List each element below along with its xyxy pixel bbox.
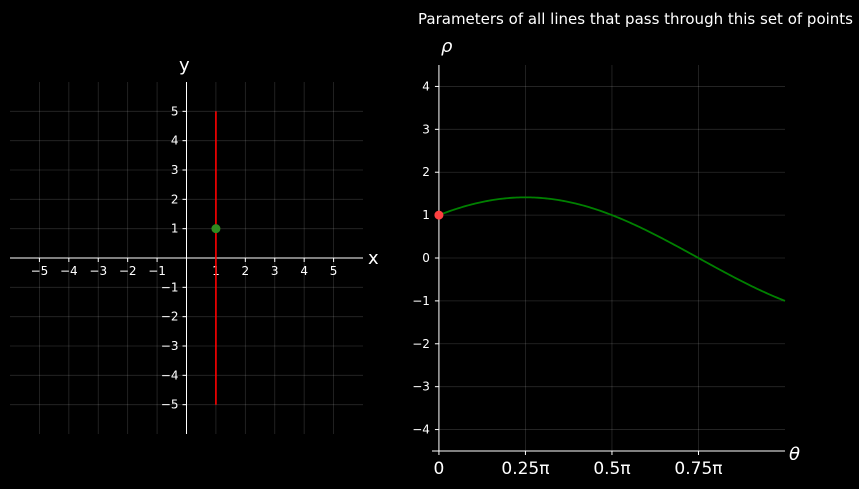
- hough-curve: [438, 196, 786, 302]
- y-tick-label: −2: [161, 310, 179, 324]
- rho-tick-label: −2: [412, 337, 430, 351]
- x-tick-label: −4: [60, 264, 78, 278]
- rho-tick-label: −3: [412, 380, 430, 394]
- y-tick-label: 1: [171, 222, 179, 236]
- rho-tick-label: −1: [412, 294, 430, 308]
- right-tick-labels: 0 0.25π 0.5π 0.75π −4 −3 −2 −1 0 1 2 3 4: [412, 79, 722, 479]
- y-tick-label: −1: [161, 280, 179, 294]
- x-tick-label: 4: [300, 264, 308, 278]
- data-point: [211, 224, 221, 234]
- y-tick-label: −5: [161, 398, 179, 412]
- rho-tick-label: 3: [422, 122, 430, 136]
- x-tick-label: 3: [271, 264, 279, 278]
- x-tick-label: 5: [330, 264, 338, 278]
- left-data: [211, 111, 221, 405]
- rho-tick-label: 1: [422, 208, 430, 222]
- x-tick-label: −1: [148, 264, 166, 278]
- rho-tick-label: 4: [422, 79, 430, 93]
- theta-tick-label: 0: [434, 459, 445, 479]
- y-tick-label: 4: [171, 134, 179, 148]
- theta-tick-label: 0.5π: [593, 459, 630, 479]
- right-data: [434, 196, 786, 302]
- x-axis-label: x: [368, 248, 379, 269]
- x-tick-label: 2: [242, 264, 250, 278]
- right-grid: [438, 65, 785, 451]
- rho-axis-label: ρ: [441, 36, 453, 57]
- theta-axis-label: θ: [789, 444, 800, 465]
- parameter-space-plot: Parameters of all lines that pass throug…: [412, 10, 853, 479]
- x-tick-label: −3: [89, 264, 107, 278]
- y-axis-label: y: [179, 55, 190, 76]
- x-tick-label: −2: [119, 264, 137, 278]
- theta-tick-label: 0.75π: [674, 459, 722, 479]
- right-axes: [432, 65, 785, 455]
- selected-parameter-point: [434, 210, 444, 220]
- chart-title: Parameters of all lines that pass throug…: [418, 10, 853, 28]
- x-tick-label: −5: [31, 264, 49, 278]
- y-tick-label: 5: [171, 104, 179, 118]
- left-axes: [10, 82, 363, 434]
- y-tick-label: −4: [161, 368, 179, 382]
- rho-tick-label: −4: [412, 423, 430, 437]
- rho-tick-label: 2: [422, 165, 430, 179]
- y-tick-label: 3: [171, 163, 179, 177]
- y-tick-label: −3: [161, 339, 179, 353]
- rho-tick-label: 0: [422, 251, 430, 265]
- y-tick-label: 2: [171, 192, 179, 206]
- theta-tick-label: 0.25π: [501, 459, 549, 479]
